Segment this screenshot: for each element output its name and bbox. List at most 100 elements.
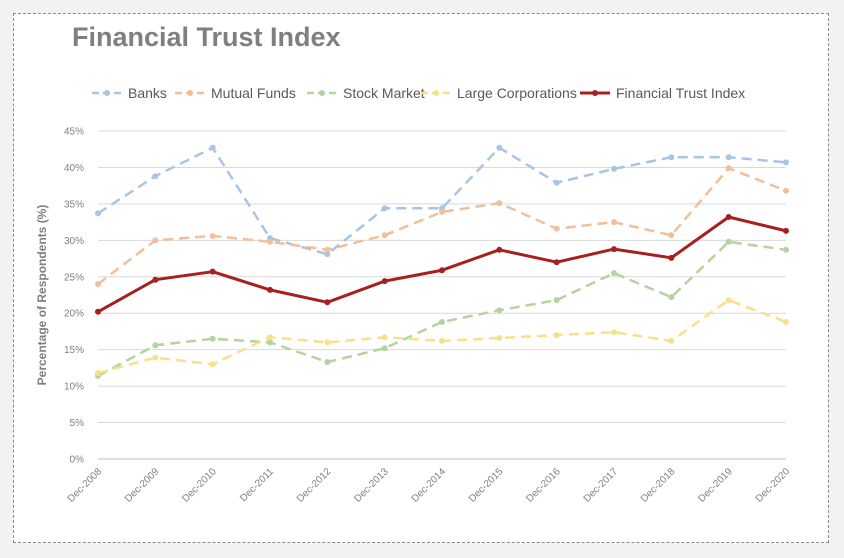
y-tick-label: 20% xyxy=(64,309,84,320)
x-tick-label: Dec-2013 xyxy=(352,466,391,505)
data-point xyxy=(324,299,331,306)
y-tick-label: 45% xyxy=(64,127,84,138)
data-point xyxy=(668,294,675,301)
legend-marker xyxy=(433,90,439,96)
x-tick-label: Dec-2010 xyxy=(180,466,219,505)
legend-label: Financial Trust Index xyxy=(616,85,745,101)
data-point xyxy=(439,208,445,215)
data-point xyxy=(152,276,159,283)
x-tick-label: Dec-2011 xyxy=(238,466,276,504)
data-point xyxy=(553,225,560,232)
data-point xyxy=(95,281,101,288)
x-tick-label: Dec-2017 xyxy=(582,466,621,505)
series-line-banks xyxy=(97,146,787,256)
y-tick-label: 25% xyxy=(64,272,84,283)
data-point xyxy=(725,214,732,221)
chart-title: Financial Trust Index xyxy=(72,22,341,52)
data-point xyxy=(496,307,503,314)
x-tick-label: Dec-2014 xyxy=(410,466,449,505)
x-tick-label: Dec-2019 xyxy=(696,466,735,505)
data-point xyxy=(611,165,617,172)
legend-label: Stock Market xyxy=(343,85,425,101)
y-tick-label: 40% xyxy=(64,163,84,174)
x-tick-label: Dec-2008 xyxy=(66,466,105,505)
data-point xyxy=(668,232,675,239)
series-line-stock-market xyxy=(97,240,787,378)
data-point xyxy=(267,339,273,346)
data-point xyxy=(381,205,388,212)
legend-marker xyxy=(187,90,193,96)
data-point xyxy=(439,318,445,325)
data-point xyxy=(381,345,388,352)
data-point xyxy=(668,154,675,161)
data-point xyxy=(725,238,732,245)
data-point xyxy=(152,173,159,180)
data-point xyxy=(783,159,789,166)
y-tick-label: 15% xyxy=(64,345,84,356)
data-point xyxy=(611,219,617,226)
data-point xyxy=(668,254,675,261)
legend-label: Large Corporations xyxy=(457,85,577,101)
data-point xyxy=(496,246,503,253)
legend-label: Banks xyxy=(128,85,167,101)
data-point xyxy=(381,334,388,341)
x-tick-label: Dec-2012 xyxy=(295,466,334,505)
y-tick-label: 30% xyxy=(64,236,84,247)
data-point xyxy=(553,179,560,186)
data-point xyxy=(324,246,331,253)
legend-label: Mutual Funds xyxy=(211,85,296,101)
data-point xyxy=(152,237,159,244)
legend-marker xyxy=(319,90,325,96)
data-point xyxy=(324,251,331,258)
series-line-large-corporations xyxy=(97,298,787,375)
data-point xyxy=(725,297,732,304)
data-point xyxy=(95,210,101,217)
data-point xyxy=(611,246,617,253)
data-point xyxy=(783,246,789,253)
y-axis-label: Percentage of Respondents (%) xyxy=(35,205,49,386)
data-point xyxy=(553,297,560,304)
data-point xyxy=(381,278,388,285)
data-point xyxy=(553,332,560,339)
data-point xyxy=(783,318,789,325)
y-tick-label: 10% xyxy=(64,382,84,393)
data-point xyxy=(95,308,101,315)
legend-marker xyxy=(592,90,598,96)
y-tick-label: 5% xyxy=(70,418,85,429)
data-point xyxy=(209,232,216,239)
data-point xyxy=(783,187,789,194)
data-point xyxy=(496,335,503,342)
data-point xyxy=(381,232,388,239)
data-point xyxy=(209,144,216,151)
data-point xyxy=(267,238,273,245)
series-line-financial-trust-index xyxy=(97,215,787,314)
data-point xyxy=(439,337,445,344)
x-tick-label: Dec-2015 xyxy=(467,466,506,505)
x-tick-label: Dec-2009 xyxy=(123,466,162,505)
data-point xyxy=(209,268,216,275)
data-point xyxy=(553,259,560,266)
y-tick-label: 0% xyxy=(70,455,85,466)
data-point xyxy=(209,361,216,368)
data-point xyxy=(611,270,617,277)
data-point xyxy=(267,286,273,293)
x-tick-label: Dec-2018 xyxy=(639,466,678,505)
data-point xyxy=(209,335,216,342)
chart-frame xyxy=(13,13,829,543)
data-point xyxy=(324,359,331,366)
x-tick-label: Dec-2016 xyxy=(524,466,563,505)
data-point xyxy=(496,200,503,207)
data-point xyxy=(611,329,617,336)
data-point xyxy=(668,337,675,344)
x-tick-label: Dec-2020 xyxy=(754,466,793,505)
data-point xyxy=(725,165,732,172)
data-point xyxy=(496,144,503,151)
data-point xyxy=(267,334,273,341)
data-point xyxy=(95,369,101,376)
data-point xyxy=(324,339,331,346)
data-point xyxy=(725,154,732,161)
legend-marker xyxy=(104,90,110,96)
data-point xyxy=(152,354,159,361)
data-point xyxy=(783,227,789,234)
